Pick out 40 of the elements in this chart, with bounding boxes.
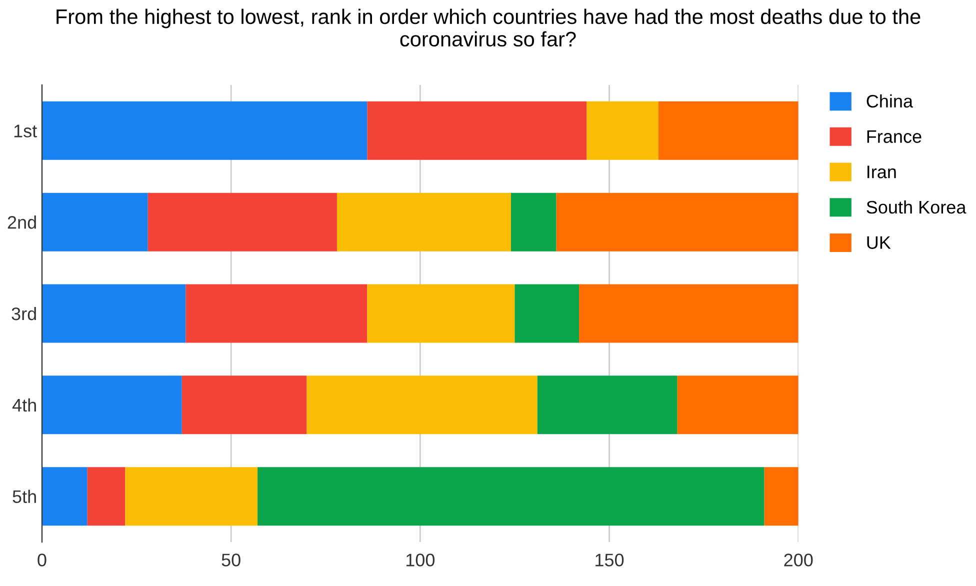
bar: [258, 467, 764, 526]
x-tick-label: 0: [38, 554, 46, 566]
bar: [658, 101, 798, 160]
bar: [42, 192, 148, 252]
bar: [42, 284, 186, 343]
bar: [586, 101, 658, 160]
legend-label: China: [866, 94, 914, 108]
legend-label: Iran: [868, 166, 896, 178]
bar: [306, 376, 538, 434]
bar: [367, 284, 515, 343]
bar: [677, 376, 798, 434]
x-tick-label: 100: [406, 554, 435, 566]
bar: [336, 192, 511, 252]
bar: [556, 192, 798, 252]
x-tick-label: 200: [784, 554, 813, 566]
chart-title: From the highest to lowest, rank in order which countries have had the most deaths due to the coronavirus so far?: [56, 8, 920, 47]
bar: [125, 467, 258, 526]
y-tick-label: 1st: [14, 124, 37, 138]
y-tick-label: 3rd: [12, 306, 36, 320]
bar: [182, 376, 307, 434]
bar: [87, 467, 126, 526]
bar: [537, 376, 678, 434]
bar: [42, 467, 88, 526]
bar: [148, 192, 337, 252]
y-tick-label: 4th: [12, 398, 36, 412]
y-tick-label: 5th: [12, 490, 36, 504]
legend-label: UK: [867, 236, 891, 249]
legend-label: France: [867, 130, 922, 143]
bar: [367, 101, 587, 160]
bar: [42, 101, 368, 160]
bar: [42, 376, 182, 434]
y-tick-label: 2nd: [8, 216, 36, 229]
bar: [510, 192, 556, 252]
bar: [579, 284, 798, 343]
bar: [514, 284, 580, 343]
x-tick-label: 150: [596, 554, 624, 566]
bar: [186, 284, 368, 343]
legend-label: South Korea: [866, 200, 966, 214]
bar: [764, 467, 798, 526]
x-tick-label: 50: [222, 554, 240, 566]
